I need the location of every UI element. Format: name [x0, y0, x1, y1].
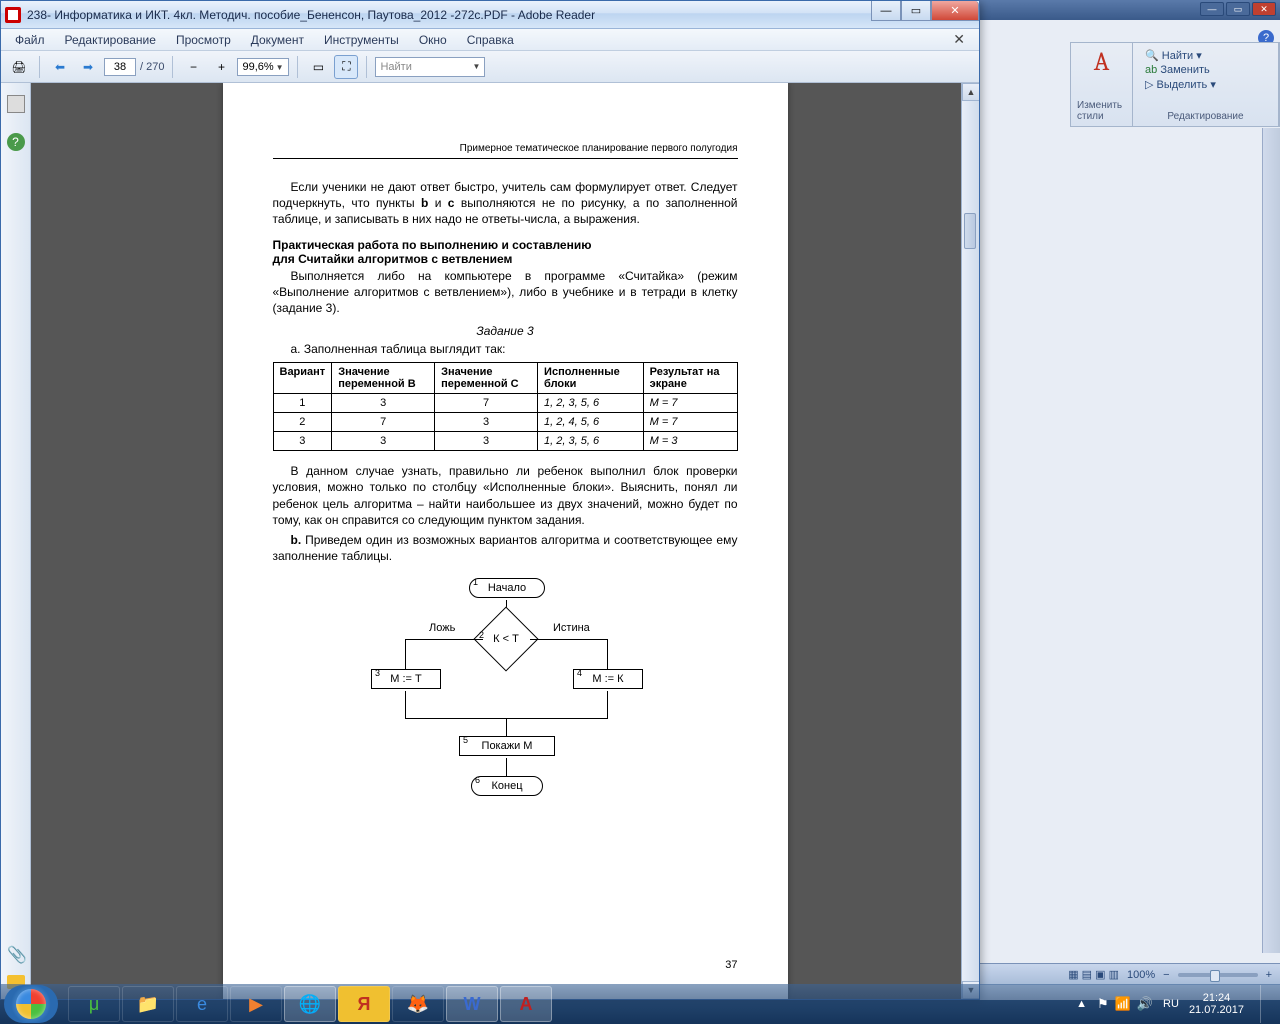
zoom-out-button[interactable]: −	[181, 55, 205, 79]
result-table: Вариант Значение перемен­ной В Значение …	[273, 362, 738, 451]
tb-explorer[interactable]: 📁	[122, 986, 174, 1022]
fc-start: 1Начало	[469, 578, 545, 598]
fc-n5: 5Покажи М	[459, 736, 555, 756]
fc-true-label: Истина	[553, 622, 590, 634]
word-min[interactable]: —	[1200, 2, 1224, 16]
page-header: Пpимерное тематическое планирование перв…	[273, 143, 738, 159]
document-viewport[interactable]: Пpимерное тематическое планирование перв…	[31, 83, 979, 999]
letter-a-icon: A	[1094, 47, 1110, 77]
sidebar-help-icon[interactable]: ?	[7, 133, 25, 151]
tray-expand-icon[interactable]: ▲	[1076, 998, 1087, 1010]
zoom-slider[interactable]	[1178, 973, 1258, 977]
fc-n4: 4М := К	[573, 669, 643, 689]
view-icons[interactable]: ▦ ▤ ▣ ▥	[1068, 968, 1119, 981]
start-button[interactable]	[4, 985, 58, 1023]
tb-ie[interactable]: e	[176, 986, 228, 1022]
adobe-scrollbar[interactable]: ▲ ▼	[961, 83, 979, 999]
menu-window[interactable]: Окно	[411, 31, 455, 49]
zoom-in-button[interactable]: +	[209, 55, 233, 79]
show-desktop-button[interactable]	[1260, 985, 1270, 1023]
adobe-window: 238- Информатика и ИКТ. 4кл. Методич. по…	[0, 0, 980, 1000]
zoom-minus[interactable]: −	[1163, 969, 1169, 981]
fc-n3: 3М := Т	[371, 669, 441, 689]
adobe-body: ? 📎 Пpимерное тематическое планирование …	[1, 83, 979, 999]
tb-chrome[interactable]: 🌐	[284, 986, 336, 1022]
next-page-button[interactable]: ➡	[76, 55, 100, 79]
word-titlebar: — ▭ ✕	[980, 0, 1280, 20]
tray-lang[interactable]: RU	[1163, 998, 1179, 1010]
attachment-icon[interactable]: 📎	[7, 945, 25, 963]
scroll-up[interactable]: ▲	[962, 83, 979, 101]
tb-firefox[interactable]: 🦊	[392, 986, 444, 1022]
flowchart: 1Начало К < Т 2 Ложь Истина	[345, 578, 665, 828]
tb-yandex[interactable]: Я	[338, 986, 390, 1022]
print-button[interactable]: 🖨	[7, 55, 31, 79]
zoom-plus[interactable]: +	[1266, 969, 1272, 981]
adobe-titlebar[interactable]: 238- Информатика и ИКТ. 4кл. Методич. по…	[1, 1, 979, 29]
fc-end: 6Конец	[471, 776, 543, 796]
adobe-close-button[interactable]: ✕	[931, 1, 979, 21]
tray-volume-icon[interactable]: 🔊	[1137, 996, 1153, 1012]
thumbnails-icon[interactable]	[7, 95, 25, 113]
replace-button[interactable]: ab Заменить	[1145, 64, 1216, 76]
adobe-min-button[interactable]: —	[871, 1, 901, 21]
menu-help[interactable]: Справка	[459, 31, 522, 49]
task-b: b. Приведем один из возможных вариантов …	[273, 532, 738, 564]
word-close[interactable]: ✕	[1252, 2, 1276, 16]
page-input[interactable]	[104, 58, 136, 76]
tb-word[interactable]: W	[446, 986, 498, 1022]
tray-flag-icon[interactable]: ⚑	[1097, 996, 1109, 1012]
adobe-menubar: Файл Редактирование Просмотр Документ Ин…	[1, 29, 979, 51]
tb-adobe[interactable]: A	[500, 986, 552, 1022]
word-bg	[980, 0, 1280, 1000]
taskbar: μ 📁 e ▶ 🌐 Я 🦊 W A ▲ ⚑ 📶 🔊 RU 21:24 21.07…	[0, 984, 1280, 1024]
taskbar-apps: μ 📁 e ▶ 🌐 Я 🦊 W A	[68, 986, 552, 1022]
pdf-page: Пpимерное тематическое планирование перв…	[223, 83, 788, 999]
paragraph-3: В данном случае узнать, правильно ли реб…	[273, 463, 738, 528]
adobe-max-button[interactable]: ▭	[901, 1, 931, 21]
system-tray: ▲ ⚑ 📶 🔊 RU 21:24 21.07.2017	[1076, 985, 1276, 1023]
search-input[interactable]: Найти▼	[375, 57, 485, 77]
adobe-toolbar: 🖨 ⬅ ➡ / 270 − + 99,6%▼ ▭ ⛶ Найти▼	[1, 51, 979, 83]
menubar-close-icon[interactable]: ✕	[945, 29, 973, 50]
tb-utorrent[interactable]: μ	[68, 986, 120, 1022]
prev-page-button[interactable]: ⬅	[48, 55, 72, 79]
fc-decision: К < Т 2	[483, 616, 529, 662]
page-number: 37	[725, 959, 737, 971]
word-ribbon: A Изменить стили 🔍 Найти ▾ ab Заменить ▷…	[1070, 42, 1280, 127]
menu-view[interactable]: Просмотр	[168, 31, 239, 49]
tb-media[interactable]: ▶	[230, 986, 282, 1022]
paragraph-1: Если ученики не дают ответ быстро, учите…	[273, 179, 738, 228]
zoom-value[interactable]: 99,6%▼	[237, 58, 289, 76]
fit-page-button[interactable]: ⛶	[334, 55, 358, 79]
task-a: а. Заполненная таблица выглядит так:	[273, 342, 738, 356]
word-statusbar: ▦ ▤ ▣ ▥ 100% − +	[980, 963, 1280, 985]
styles-label[interactable]: Изменить стили	[1077, 100, 1126, 122]
paragraph-2: Выполняется либо на компьютере в програм…	[273, 268, 738, 317]
menu-file[interactable]: Файл	[7, 31, 53, 49]
editing-group-label: Редактирование	[1167, 111, 1243, 122]
menu-edit[interactable]: Редактирование	[57, 31, 164, 49]
section-title: Практическая работа по выполнению и сост…	[273, 238, 738, 266]
fit-width-button[interactable]: ▭	[306, 55, 330, 79]
zoom-label: 100%	[1127, 969, 1155, 981]
adobe-title: 238- Информатика и ИКТ. 4кл. Методич. по…	[27, 8, 595, 22]
menu-tools[interactable]: Инструменты	[316, 31, 407, 49]
task-header: Задание 3	[273, 324, 738, 338]
scroll-thumb[interactable]	[964, 213, 976, 249]
fc-false-label: Ложь	[429, 622, 455, 634]
find-button[interactable]: 🔍 Найти ▾	[1145, 49, 1216, 62]
pdf-icon	[5, 7, 21, 23]
tray-network-icon[interactable]: 📶	[1115, 996, 1131, 1012]
select-button[interactable]: ▷ Выделить ▾	[1145, 78, 1216, 91]
tray-clock[interactable]: 21:24 21.07.2017	[1189, 992, 1244, 1016]
menu-document[interactable]: Документ	[243, 31, 312, 49]
page-total: / 270	[140, 61, 164, 73]
word-scrollbar[interactable]	[1262, 128, 1280, 953]
windows-logo-icon	[16, 989, 46, 1019]
adobe-sidebar: ? 📎	[1, 83, 31, 999]
word-max[interactable]: ▭	[1226, 2, 1250, 16]
